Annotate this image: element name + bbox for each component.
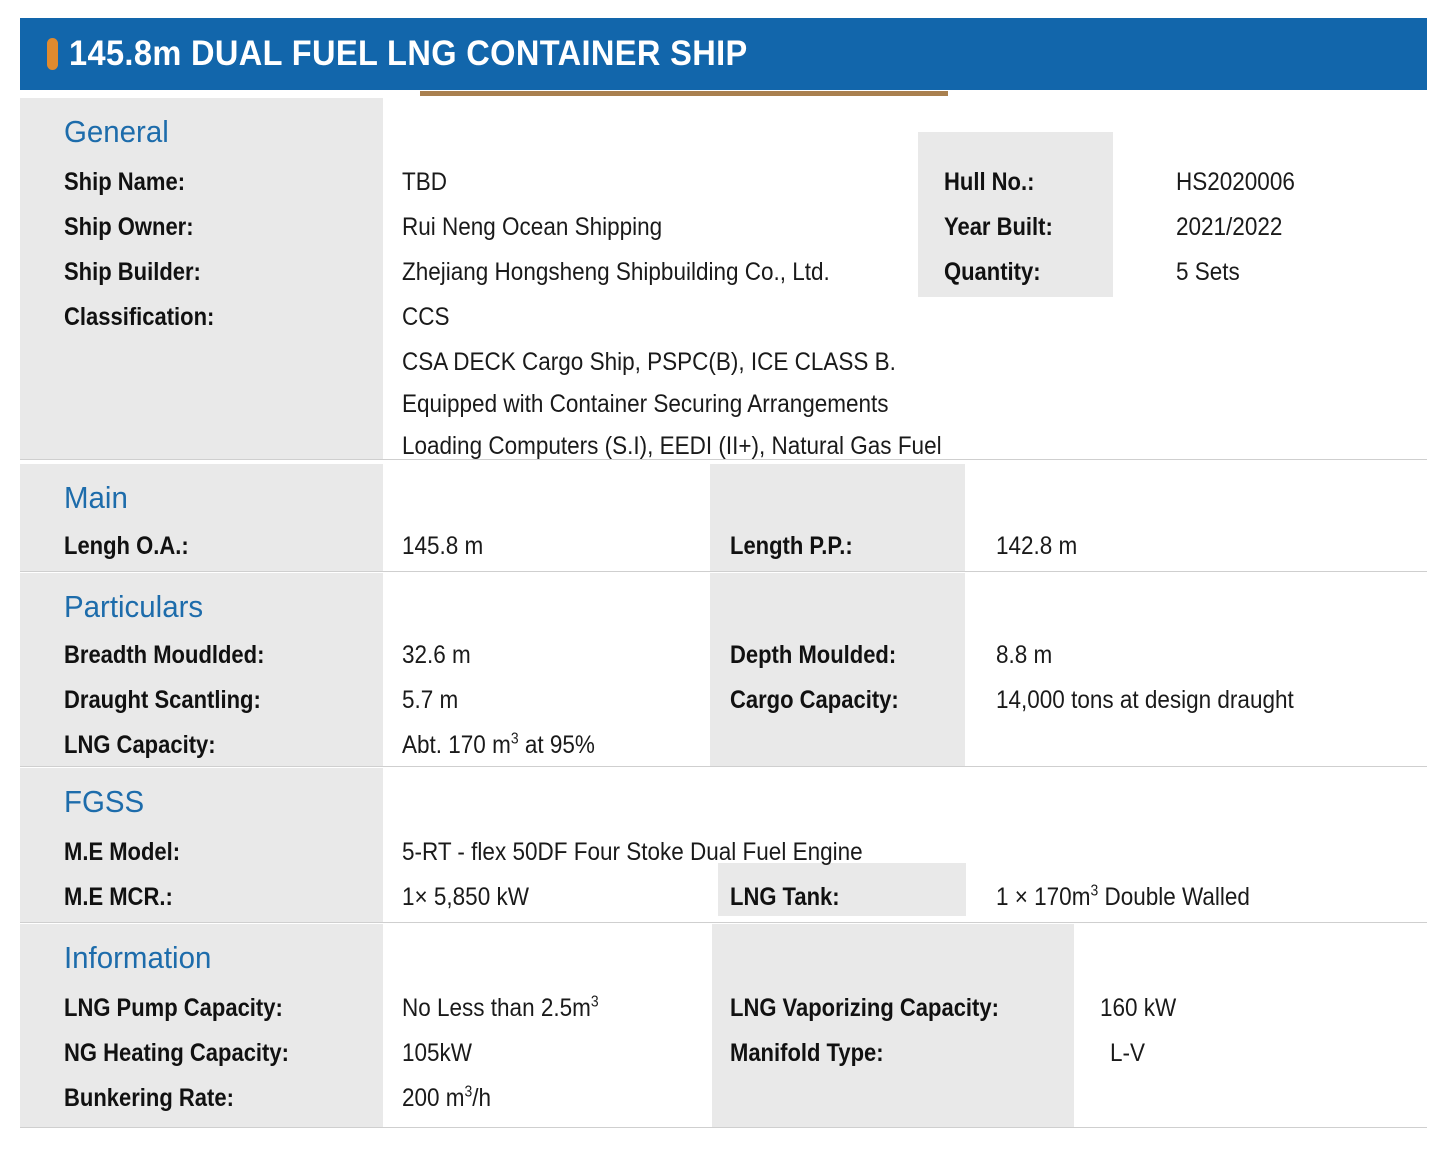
value-ship-owner: Rui Neng Ocean Shipping bbox=[402, 213, 663, 241]
value-breadth-moulded: 32.6 m bbox=[402, 641, 471, 669]
section-heading-information: Information bbox=[64, 940, 212, 975]
label-length-pp: Length P.P.: bbox=[730, 532, 853, 560]
section-divider bbox=[20, 922, 1427, 923]
value-bunkering-pre: 200 m bbox=[402, 1084, 465, 1112]
value-bunkering-post: /h bbox=[472, 1084, 492, 1112]
page-title: 145.8m DUAL FUEL LNG CONTAINER SHIP bbox=[69, 34, 748, 73]
value-bunkering-sup: 3 bbox=[464, 1083, 473, 1101]
value-bunkering-rate: 200 m3/h bbox=[402, 1083, 492, 1112]
section-main: Main Lengh O.A.: 145.8 m Length P.P.: 14… bbox=[0, 464, 1447, 572]
label-column-bg-right bbox=[710, 573, 965, 767]
section-particulars: Particulars Breadth Moudlded: 32.6 m Dra… bbox=[0, 573, 1447, 767]
value-lng-pump-capacity: No Less than 2.5m3 bbox=[402, 993, 599, 1022]
value-length-oa: 145.8 m bbox=[402, 532, 484, 560]
value-cargo-capacity: 14,000 tons at design draught bbox=[996, 686, 1294, 714]
value-me-model: 5-RT - flex 50DF Four Stoke Dual Fuel En… bbox=[402, 838, 863, 866]
label-column-bg bbox=[20, 924, 383, 1128]
label-manifold-type: Manifold Type: bbox=[730, 1039, 884, 1067]
label-year-built: Year Built: bbox=[944, 213, 1053, 241]
label-ng-heating-capacity: NG Heating Capacity: bbox=[64, 1039, 289, 1067]
label-classification: Classification: bbox=[64, 303, 215, 331]
label-hull-no: Hull No.: bbox=[944, 168, 1035, 196]
label-column-bg bbox=[20, 98, 383, 460]
section-divider bbox=[20, 459, 1427, 460]
section-divider bbox=[20, 766, 1427, 767]
label-draught-scantling: Draught Scantling: bbox=[64, 686, 261, 714]
value-lng-tank: 1 × 170m3 Double Walled bbox=[996, 882, 1250, 911]
section-information: Information LNG Pump Capacity: No Less t… bbox=[0, 924, 1447, 1128]
accent-bar-icon bbox=[47, 38, 58, 70]
section-heading-fgss: FGSS bbox=[64, 784, 145, 819]
label-ship-name: Ship Name: bbox=[64, 168, 186, 196]
value-lng-capacity-post: at 95% bbox=[518, 731, 595, 759]
value-classification: CCS bbox=[402, 303, 450, 331]
value-draught-scantling: 5.7 m bbox=[402, 686, 459, 714]
label-cargo-capacity: Cargo Capacity: bbox=[730, 686, 899, 714]
value-lng-tank-sup: 3 bbox=[1090, 882, 1099, 900]
value-lng-pump-pre: No Less than 2.5m bbox=[402, 994, 591, 1022]
label-lng-capacity: LNG Capacity: bbox=[64, 731, 216, 759]
value-me-mcr: 1× 5,850 kW bbox=[402, 883, 529, 911]
label-column-bg-right bbox=[712, 924, 1074, 1128]
label-length-oa: Lengh O.A.: bbox=[64, 532, 189, 560]
section-divider bbox=[20, 1127, 1427, 1128]
title-banner: 145.8m DUAL FUEL LNG CONTAINER SHIP bbox=[20, 18, 1427, 96]
label-column-bg-right bbox=[718, 863, 966, 916]
label-bunkering-rate: Bunkering Rate: bbox=[64, 1084, 234, 1112]
section-heading-particulars: Particulars bbox=[64, 589, 204, 624]
label-lng-vaporizing-capacity: LNG Vaporizing Capacity: bbox=[730, 994, 999, 1022]
label-depth-moulded: Depth Moulded: bbox=[730, 641, 897, 669]
section-fgss: FGSS M.E Model: 5-RT - flex 50DF Four St… bbox=[0, 768, 1447, 923]
section-general: General Ship Name: TBD Ship Owner: Rui N… bbox=[0, 98, 1447, 460]
value-lng-tank-post: Double Walled bbox=[1098, 883, 1250, 911]
value-ship-name: TBD bbox=[402, 168, 447, 196]
value-quantity: 5 Sets bbox=[1176, 258, 1240, 286]
value-lng-capacity: Abt. 170 m3 at 95% bbox=[402, 730, 595, 759]
label-column-bg-right bbox=[710, 464, 965, 572]
section-heading-main: Main bbox=[64, 480, 128, 515]
value-ship-builder: Zhejiang Hongsheng Shipbuilding Co., Ltd… bbox=[402, 258, 830, 286]
section-heading-general: General bbox=[64, 114, 169, 149]
value-hull-no: HS2020006 bbox=[1176, 168, 1295, 196]
classification-line-2: Equipped with Container Securing Arrange… bbox=[402, 390, 889, 418]
value-depth-moulded: 8.8 m bbox=[996, 641, 1053, 669]
label-column-bg bbox=[20, 573, 383, 767]
section-divider bbox=[20, 571, 1427, 572]
value-year-built: 2021/2022 bbox=[1176, 213, 1283, 241]
value-lng-tank-pre: 1 × 170m bbox=[996, 883, 1091, 911]
value-lng-pump-sup: 3 bbox=[590, 993, 599, 1011]
label-column-bg bbox=[20, 768, 383, 923]
value-lng-capacity-sup: 3 bbox=[510, 730, 519, 748]
value-lng-capacity-pre: Abt. 170 m bbox=[402, 731, 511, 759]
label-ship-owner: Ship Owner: bbox=[64, 213, 194, 241]
value-length-pp: 142.8 m bbox=[996, 532, 1078, 560]
classification-line-3: Loading Computers (S.I), EEDI (II+), Nat… bbox=[402, 432, 942, 460]
value-ng-heating-capacity: 105kW bbox=[402, 1039, 473, 1067]
label-lng-pump-capacity: LNG Pump Capacity: bbox=[64, 994, 283, 1022]
title-underline bbox=[420, 91, 948, 96]
label-me-model: M.E Model: bbox=[64, 838, 181, 866]
label-breadth-moulded: Breadth Moudlded: bbox=[64, 641, 265, 669]
value-lng-vaporizing-capacity: 160 kW bbox=[1100, 994, 1177, 1022]
label-column-bg-right bbox=[918, 132, 1113, 297]
label-me-mcr: M.E MCR.: bbox=[64, 883, 173, 911]
label-lng-tank: LNG Tank: bbox=[730, 883, 840, 911]
value-manifold-type: L-V bbox=[1110, 1039, 1146, 1067]
classification-line-1: CSA DECK Cargo Ship, PSPC(B), ICE CLASS … bbox=[402, 348, 896, 376]
label-column-bg bbox=[20, 464, 383, 572]
label-quantity: Quantity: bbox=[944, 258, 1041, 286]
label-ship-builder: Ship Builder: bbox=[64, 258, 201, 286]
